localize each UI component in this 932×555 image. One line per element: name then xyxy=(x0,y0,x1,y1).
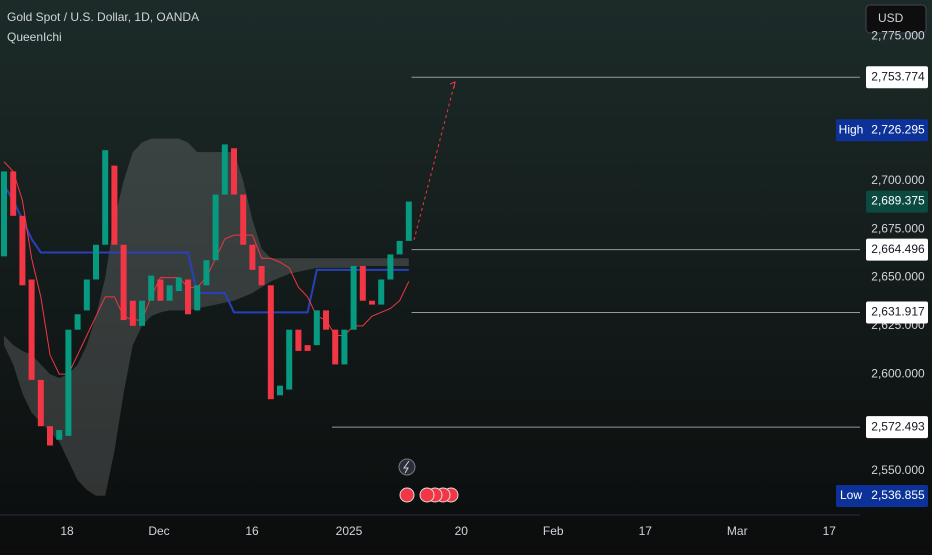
currency: USD xyxy=(878,11,904,25)
y-tick-label: 2,650.000 xyxy=(871,270,925,284)
low-name: Low xyxy=(840,488,862,502)
candle-body xyxy=(369,300,376,305)
candle-body xyxy=(267,285,274,400)
candle-body xyxy=(387,254,394,280)
candle-body xyxy=(120,244,127,321)
y-tick-label: 2,600.000 xyxy=(871,366,925,380)
x-tick-label: Dec xyxy=(148,524,169,538)
level-label: 2,572.493 xyxy=(871,419,925,433)
candle-body xyxy=(231,148,238,195)
candle-body xyxy=(65,329,72,436)
candle-body xyxy=(56,430,63,440)
candle-body xyxy=(185,279,192,315)
candle-body xyxy=(249,244,256,270)
candle-body xyxy=(19,215,26,286)
candle-body xyxy=(323,310,330,330)
x-tick-label: 16 xyxy=(245,524,259,538)
candle-body xyxy=(286,329,293,390)
candle-body xyxy=(350,265,357,330)
cloud xyxy=(4,138,409,496)
level-label-box xyxy=(866,416,928,439)
last-price-box xyxy=(866,190,928,213)
candle-body xyxy=(129,300,136,326)
flag-icons[interactable] xyxy=(399,487,459,503)
x-tick-label: 17 xyxy=(823,524,837,538)
candle-body xyxy=(341,329,348,365)
candle-body xyxy=(194,285,201,311)
candle-body xyxy=(332,329,339,365)
candle-body xyxy=(157,279,164,301)
level-label-box xyxy=(866,238,928,261)
candle-body xyxy=(175,277,182,292)
arrow-head xyxy=(449,81,456,89)
low-box xyxy=(836,485,928,507)
candle-body xyxy=(203,260,210,286)
level-label: 2,664.496 xyxy=(871,242,925,256)
level-label: 2,631.917 xyxy=(871,305,925,319)
candle-body xyxy=(277,385,284,396)
candle-body xyxy=(166,285,173,301)
y-tick-label: 2,775.000 xyxy=(871,28,925,42)
event-icon[interactable] xyxy=(398,458,416,476)
high-name: High xyxy=(839,122,864,136)
candle-body xyxy=(1,171,8,257)
candle-body xyxy=(240,194,247,245)
level-label-box xyxy=(866,301,928,324)
candle-body xyxy=(396,240,403,255)
x-tick-label: 20 xyxy=(455,524,469,538)
indicator-line xyxy=(3,184,409,314)
candle-body xyxy=(10,171,17,216)
chart-title: Gold Spot / U.S. Dollar, 1D, OANDA xyxy=(7,10,199,24)
x-tick-label: Mar xyxy=(727,524,748,538)
candle-body xyxy=(28,279,35,380)
y-tick-label: 2,550.000 xyxy=(871,463,925,477)
candle-body xyxy=(304,345,311,351)
candle-body xyxy=(74,314,81,330)
candle-body xyxy=(221,144,228,195)
level-label-box xyxy=(866,66,928,89)
x-tick-label: 2025 xyxy=(336,524,363,538)
high-box xyxy=(836,119,928,142)
candle-body xyxy=(212,194,219,261)
candle-body xyxy=(258,265,265,286)
candle-body xyxy=(313,310,320,346)
candle-body xyxy=(37,379,44,427)
candle-body xyxy=(405,201,412,241)
candle-body xyxy=(102,150,109,245)
x-tick-label: Feb xyxy=(543,524,564,538)
level-label: 2,753.774 xyxy=(871,69,925,83)
high-label: 2,726.295 xyxy=(871,122,925,136)
plot-area xyxy=(1,138,412,496)
y-tick-label: 2,675.000 xyxy=(871,221,925,235)
y-tick-label: 2,700.000 xyxy=(871,173,925,187)
candle-body xyxy=(359,265,366,301)
candle-body xyxy=(47,426,54,446)
indicator-name: QueenIchi xyxy=(7,30,62,44)
low-label: 2,536.855 xyxy=(871,488,925,502)
bolt xyxy=(403,460,410,474)
candle-body xyxy=(111,165,118,245)
currency-button[interactable] xyxy=(865,4,927,34)
last-price-label: 2,689.375 xyxy=(871,194,925,208)
x-tick-label: 18 xyxy=(60,524,74,538)
candle-body xyxy=(148,275,155,301)
x-tick-label: 17 xyxy=(639,524,653,538)
candle-body xyxy=(139,300,146,326)
candle-body xyxy=(93,244,100,280)
candle-body xyxy=(83,279,90,311)
candle-body xyxy=(295,329,302,351)
candle-body xyxy=(378,279,385,305)
